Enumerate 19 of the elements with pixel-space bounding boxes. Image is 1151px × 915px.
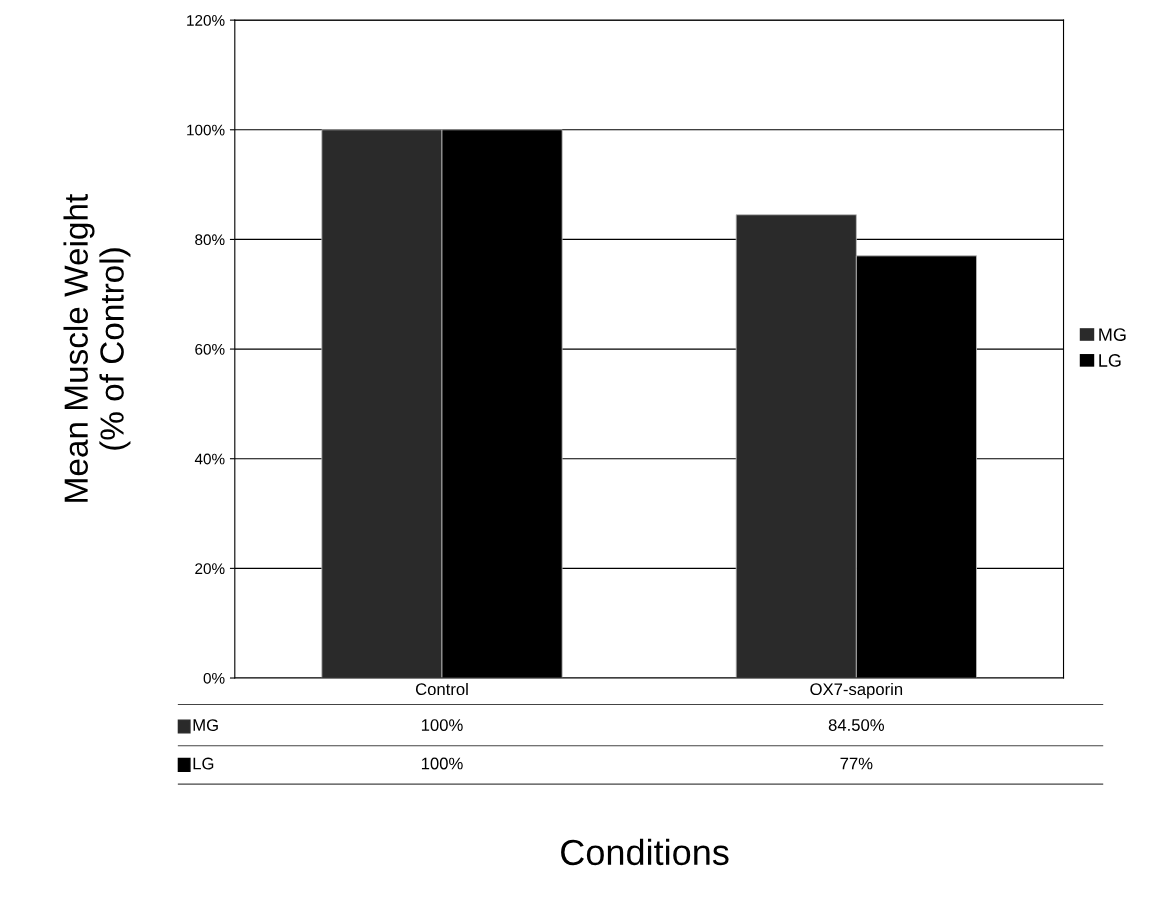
y-tick-label: 40% [194,453,225,465]
text: LG [193,757,214,770]
y-tick-label: 20% [195,563,225,575]
y-axis-title: Mean Muscle Weight (% of Control) [63,193,131,502]
legend-label: MG [193,719,218,731]
y-tick-label: 120% [187,15,225,26]
y-tick-label: 80% [195,234,225,246]
x-tick-label: Control [415,682,468,696]
data-label: 77% [840,757,873,770]
y-tick-label: 100% [187,124,225,136]
data-label: 84.50% [828,719,885,731]
legend-label: LG [1099,354,1121,367]
y-tick-label: 0% [203,672,225,684]
text: MG [1099,328,1126,341]
data-label: 100% [421,719,463,731]
y-tick-label: 60% [195,343,225,355]
data-label: 100% [421,757,463,770]
x-tick-label: OX7-saporin [810,682,903,699]
x-axis-title: Conditions [561,838,729,866]
